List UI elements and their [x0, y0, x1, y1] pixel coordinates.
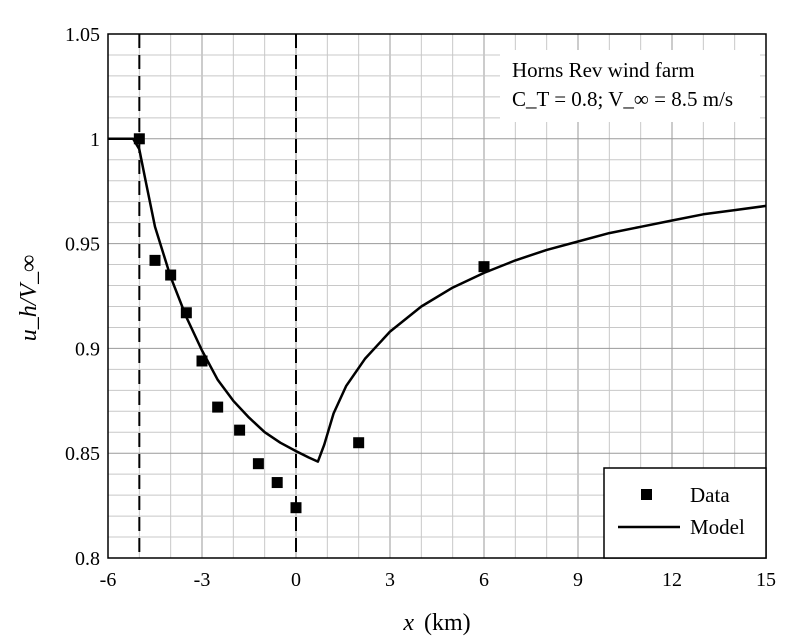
x-axis-unit: (km): [424, 610, 471, 636]
x-axis-variable: x: [402, 610, 414, 636]
reference-lines: [138, 34, 297, 558]
annotation-background: [500, 50, 760, 122]
x-tick-label: -3: [194, 569, 211, 591]
data-point: [149, 254, 161, 266]
data-point: [165, 269, 177, 281]
annotation-line-2: C_T = 0.8; V_∞ = 8.5 m/s: [512, 87, 733, 111]
y-tick-label: 0.8: [75, 548, 100, 570]
data-point: [271, 477, 283, 489]
x-tick-label: 3: [385, 569, 395, 591]
x-tick-label: 12: [662, 569, 682, 591]
x-tick-labels: -6 -3 0 3 6 9 12 15: [100, 569, 776, 591]
legend-data-marker: [641, 489, 652, 500]
axes-frame: [107, 33, 767, 559]
data-point: [133, 133, 145, 145]
x-tick-label: 0: [291, 569, 301, 591]
y-tick-label: 0.95: [65, 234, 100, 256]
y-tick-labels: 0.8 0.85 0.9 0.95 1 1.05: [65, 24, 100, 570]
legend: Data Model: [603, 467, 767, 559]
legend-box: [603, 467, 767, 559]
data-point: [196, 355, 208, 367]
x-tick-label: 15: [756, 569, 776, 591]
y-tick-label: 1.05: [65, 24, 100, 46]
data-point: [252, 458, 264, 470]
model-line: [108, 137, 767, 463]
data-series: [133, 133, 490, 514]
data-point: [290, 502, 302, 514]
x-axis-label: x (km): [402, 610, 470, 636]
x-tick-label: 6: [479, 569, 489, 591]
data-point: [212, 401, 224, 413]
y-tick-label: 1: [90, 129, 100, 151]
y-tick-label: 0.85: [65, 443, 100, 465]
data-point: [353, 437, 365, 449]
annotation-line-1: Horns Rev wind farm: [512, 58, 695, 82]
data-point: [478, 261, 490, 273]
x-tick-label: 9: [573, 569, 583, 591]
data-point: [180, 307, 192, 319]
annotation-box: Horns Rev wind farm C_T = 0.8; V_∞ = 8.5…: [500, 50, 760, 122]
legend-data-label: Data: [690, 483, 730, 507]
y-axis-label: u_h/V_∞: [16, 255, 42, 341]
model-series: [108, 137, 767, 463]
legend-model-label: Model: [690, 515, 745, 539]
x-tick-label: -6: [100, 569, 117, 591]
plot-frame: [107, 33, 767, 559]
data-point: [234, 424, 246, 436]
y-tick-label: 0.9: [75, 338, 100, 360]
